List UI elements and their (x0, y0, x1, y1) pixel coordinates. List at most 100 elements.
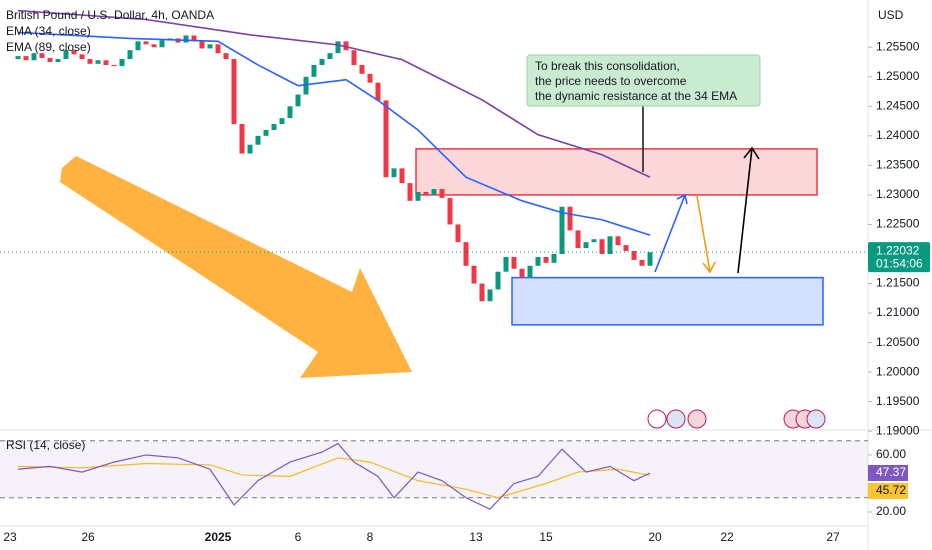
annotation-line: To break this consolidation, (535, 59, 680, 73)
currency-label: USD (878, 8, 904, 22)
candle (375, 82, 381, 101)
candle (583, 242, 589, 249)
x-tick-label: 22 (720, 530, 734, 544)
path-arrow (654, 194, 686, 273)
event-icon (647, 409, 667, 429)
candle (263, 129, 269, 136)
candle (479, 283, 485, 302)
candle (79, 54, 85, 60)
candle (471, 265, 477, 284)
candle (23, 56, 29, 61)
y-tick-label: 1.21500 (876, 276, 920, 290)
ema-line (17, 31, 651, 236)
candle (39, 53, 45, 58)
candle (71, 50, 77, 55)
annotation: To break this consolidation, the price ne… (535, 59, 737, 103)
legend-ema89: EMA (89, close) (6, 40, 91, 54)
y-tick-label: 1.23500 (876, 158, 920, 172)
candle (647, 252, 653, 266)
annotation-box (526, 54, 761, 107)
candle (207, 44, 213, 49)
rsi-band (0, 440, 868, 498)
candle (47, 57, 53, 63)
trend-arrow (60, 156, 412, 378)
x-tick-label: 2025 (205, 530, 232, 544)
candle (487, 289, 493, 302)
event-icons (647, 409, 826, 429)
rsi-ma-box (868, 482, 908, 499)
candle (303, 76, 309, 95)
candle (87, 59, 93, 64)
ema-line (17, 9, 651, 178)
candle (255, 135, 261, 145)
candle (295, 94, 301, 107)
candle (503, 256, 509, 272)
candle (543, 256, 549, 263)
candle (215, 44, 221, 54)
y-tick-label: 1.25500 (876, 39, 920, 53)
x-tick-label: 15 (539, 530, 553, 544)
candle (351, 50, 357, 65)
candle (127, 50, 133, 60)
candle (239, 124, 245, 154)
rsi-ma-value: 45.72 (876, 483, 906, 497)
y-tick-label: 1.19000 (876, 423, 920, 437)
y-tick-label: 1.21000 (876, 305, 920, 319)
candle (343, 41, 349, 51)
x-tick-label: 26 (81, 530, 95, 544)
rsi-tick-label: 60.00 (876, 447, 906, 461)
candle (519, 268, 525, 278)
candle (279, 118, 285, 125)
candle (447, 197, 453, 225)
x-tick-label: 13 (469, 530, 483, 544)
candle (439, 189, 445, 198)
candle (311, 64, 317, 77)
candle (551, 253, 557, 263)
candle (287, 106, 293, 119)
candle (223, 53, 229, 60)
candle (63, 50, 69, 60)
candle (103, 60, 109, 65)
rsi-line (17, 442, 651, 510)
candle (463, 242, 469, 266)
path-arrow-head (702, 261, 716, 274)
legend-ema34: EMA (34, close) (6, 24, 91, 38)
candle (567, 206, 573, 231)
candle (527, 265, 533, 278)
current-price-box (868, 242, 930, 273)
annotation-line: the price needs to overcome (535, 74, 687, 88)
path-arrow-head (676, 193, 688, 205)
candle (119, 59, 125, 67)
x-tick-label: 8 (367, 530, 374, 544)
candle (575, 230, 581, 249)
y-tick-label: 1.20500 (876, 335, 920, 349)
candle (607, 236, 613, 254)
candle (591, 239, 597, 243)
y-tick-label: 1.24000 (876, 128, 920, 142)
path-arrow-head (743, 146, 760, 160)
candle (95, 60, 101, 64)
candle (535, 256, 541, 266)
candle (367, 73, 373, 83)
candle (15, 56, 21, 60)
y-tick-label: 1.23000 (876, 187, 920, 201)
candle (191, 35, 197, 42)
candle (423, 191, 429, 195)
y-tick-label: 1.25000 (876, 69, 920, 83)
event-icon (687, 409, 707, 429)
candle (319, 59, 325, 65)
annotation-line: the dynamic resistance at the 34 EMA (535, 89, 737, 103)
event-icon (806, 409, 826, 429)
y-tick-label: 1.22500 (876, 217, 920, 231)
zone (415, 148, 818, 196)
candle (399, 168, 405, 184)
rsi-ma-line (17, 457, 651, 499)
candle (495, 271, 501, 290)
rsi-value: 47.37 (876, 465, 906, 479)
path-arrow (696, 195, 711, 273)
candle (407, 183, 413, 201)
candle (615, 236, 621, 246)
y-tick-label: 1.24500 (876, 98, 920, 112)
candle (359, 64, 365, 74)
candle (511, 256, 517, 269)
